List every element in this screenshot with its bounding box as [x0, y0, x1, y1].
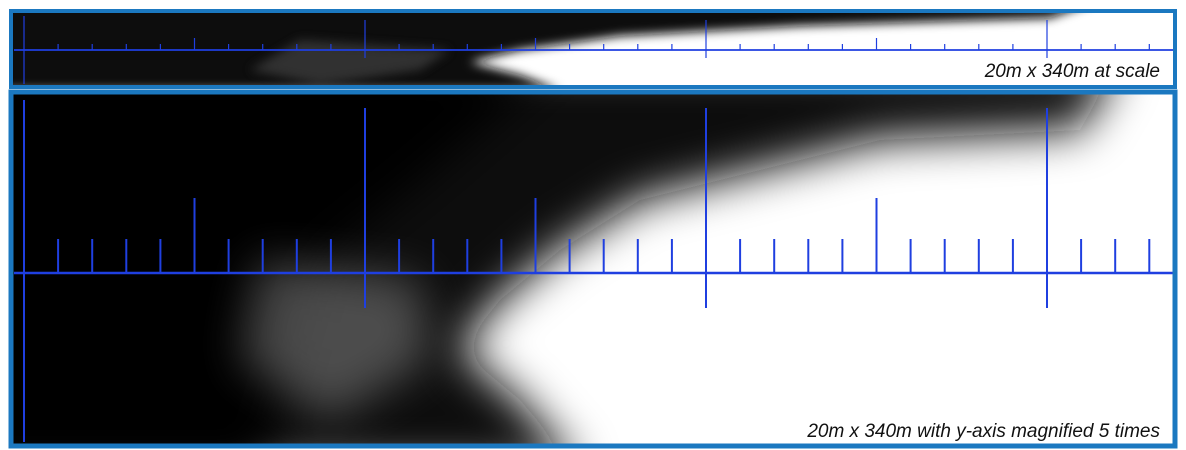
caption: 20m x 340m at scale	[984, 61, 1160, 82]
bottom-image	[0, 60, 1180, 450]
screenshot: 20m x 340m at scale 20m x 340m with y-ax…	[0, 0, 1186, 450]
caption: 20m x 340m with y-axis magnified 5 times	[806, 421, 1160, 442]
